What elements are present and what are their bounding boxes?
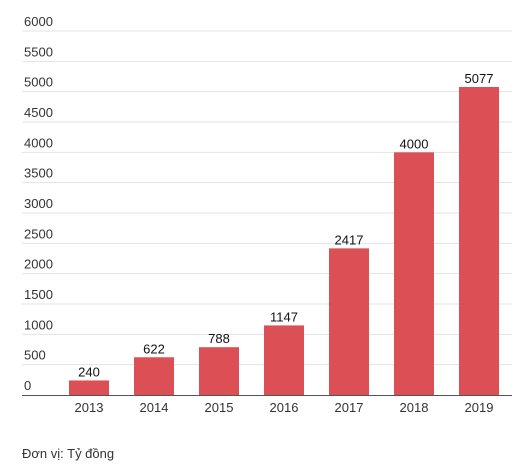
- data-label-2014: 622: [143, 341, 165, 356]
- y-axis-ticks: 0 500 1000 1500 2000 2500 3000 3500 4000 4500 5000…: [24, 14, 53, 393]
- bars: [69, 86, 499, 395]
- x-tick-label-2016: 2016: [270, 400, 299, 415]
- bar-2018: [394, 152, 434, 395]
- data-label-2019: 5077: [465, 71, 494, 86]
- data-label-2015: 788: [208, 331, 230, 346]
- bar-2013: [69, 380, 109, 395]
- y-tick-label: 4500: [24, 105, 53, 120]
- y-tick-label: 3000: [24, 196, 53, 211]
- y-tick-label: 4000: [24, 135, 53, 150]
- data-label-2013: 240: [78, 364, 100, 379]
- bar-2017: [329, 248, 369, 395]
- y-tick-label: 5500: [24, 44, 53, 59]
- data-labels: 240 622 788 1147 2417 4000 5077: [78, 71, 493, 379]
- data-label-2016: 1147: [270, 309, 298, 324]
- y-tick-label: 2500: [24, 226, 53, 241]
- x-tick-label-2018: 2018: [400, 400, 429, 415]
- y-tick-label: 500: [24, 348, 46, 363]
- gridlines: [22, 30, 512, 366]
- y-tick-label: 1000: [24, 317, 53, 332]
- x-tick-label-2013: 2013: [75, 400, 104, 415]
- data-label-2017: 2417: [335, 232, 364, 247]
- bar-chart: 0 500 1000 1500 2000 2500 3000 3500 4000 4500 5000…: [22, 14, 512, 415]
- x-axis-ticks: 2013 2014 2015 2016 2017 2018 2019: [75, 400, 494, 415]
- y-tick-label: 1500: [24, 287, 53, 302]
- bar-2019: [459, 86, 499, 395]
- unit-note: Đơn vị: Tỷ đồng: [22, 446, 115, 461]
- bar-2015: [199, 347, 239, 395]
- y-tick-label: 2000: [24, 257, 53, 272]
- y-tick-label: 6000: [24, 14, 53, 29]
- data-label-2018: 4000: [400, 136, 429, 151]
- x-tick-label-2014: 2014: [140, 400, 169, 415]
- y-tick-label: 0: [24, 378, 31, 393]
- x-tick-label-2017: 2017: [335, 400, 364, 415]
- bar-2014: [134, 357, 174, 395]
- bar-2016: [264, 325, 304, 395]
- y-tick-label: 3500: [24, 166, 53, 181]
- x-tick-label-2015: 2015: [205, 400, 234, 415]
- y-tick-label: 5000: [24, 75, 53, 90]
- x-tick-label-2019: 2019: [465, 400, 494, 415]
